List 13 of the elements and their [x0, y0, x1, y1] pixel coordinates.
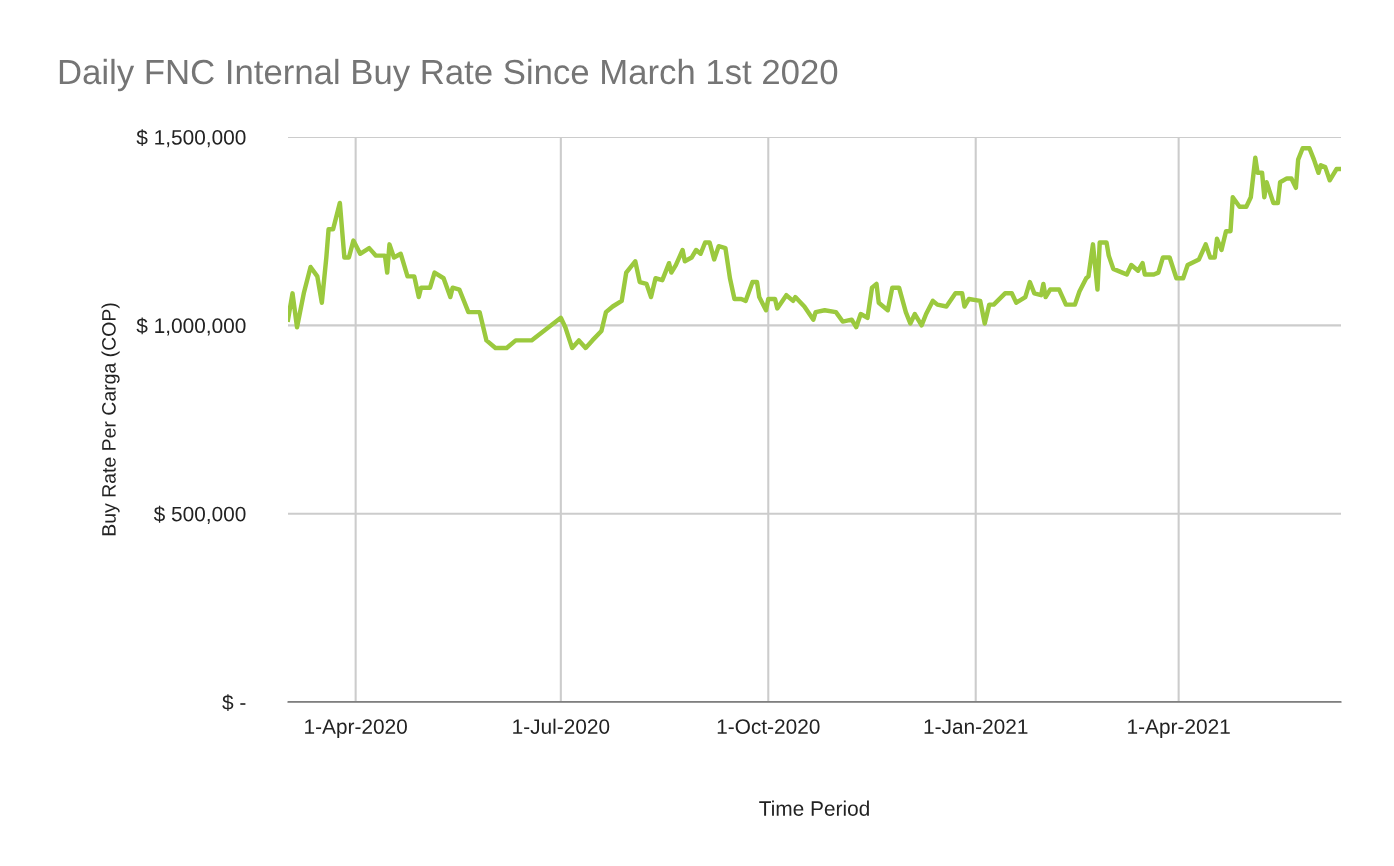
y-tick-label: $ - [222, 694, 246, 711]
x-tick-label: 1-Apr-2021 [1128, 719, 1230, 739]
x-tick-label: 1-Apr-2020 [305, 719, 407, 739]
x-tick-label: 1-Oct-2020 [717, 719, 820, 734]
x-tick-label: 1-Jan-2021 [924, 719, 1028, 734]
chart-title: Daily FNC Internal Buy Rate Since March 1st 2020 [59, 58, 838, 92]
line-series [288, 146, 1341, 351]
x-tick-label: 1-Jul-2020 [513, 718, 610, 734]
y-tick-label: $ 1,000,000 [136, 317, 246, 336]
y-axis-title: Buy Rate Per Carga (COP) [101, 303, 120, 536]
y-tick-label: $ 500,000 [153, 505, 246, 524]
y-tick-label: $ 1,500,000 [136, 129, 246, 148]
x-axis-title: Time Period [759, 800, 869, 816]
